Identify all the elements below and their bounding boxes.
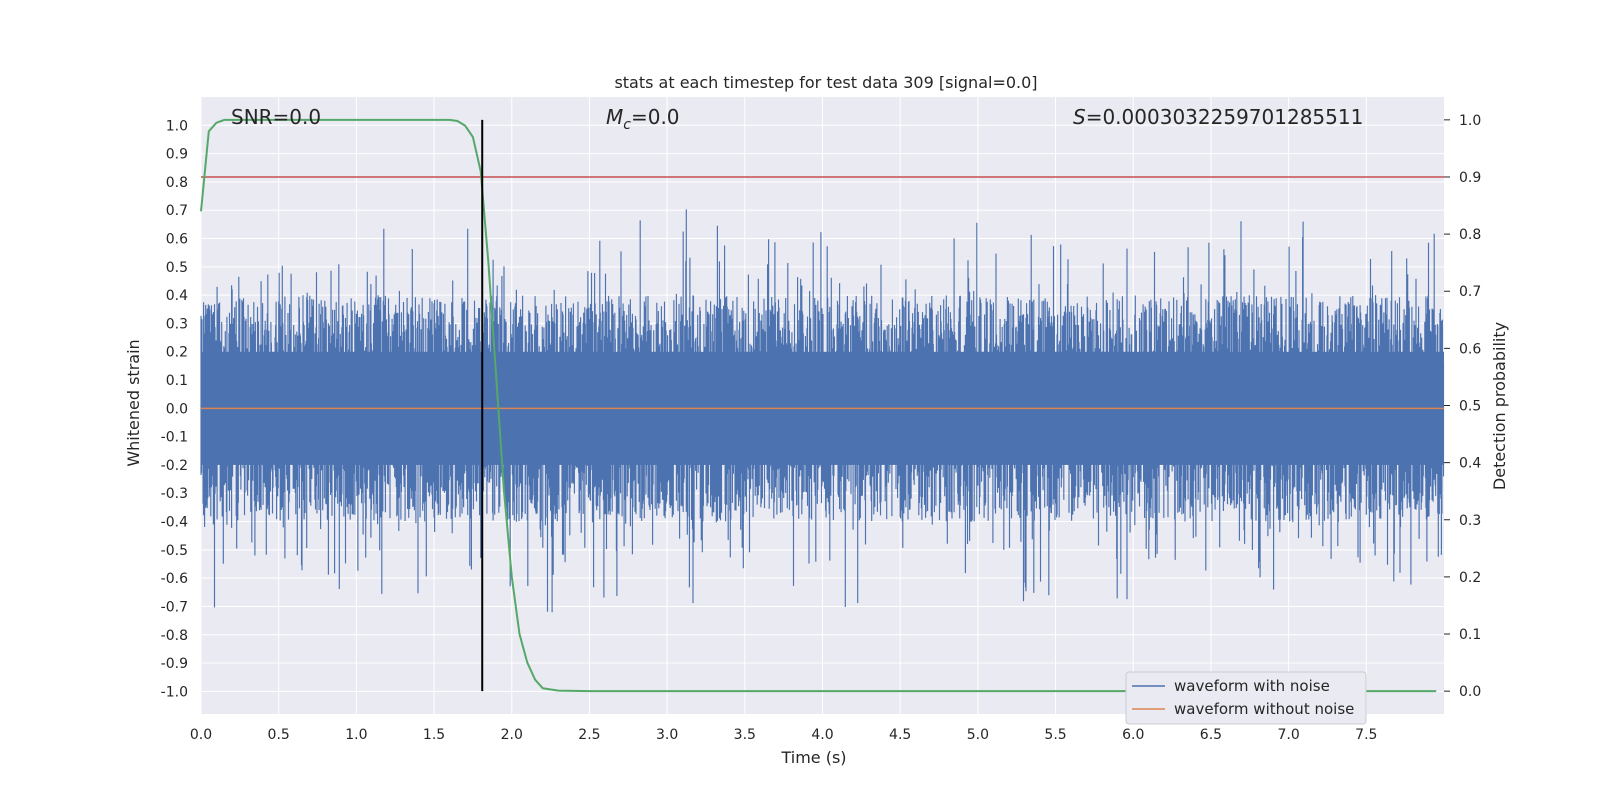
snr-annotation: SNR=0.0	[231, 105, 321, 129]
chart-title: stats at each timestep for test data 309…	[614, 73, 1037, 92]
legend: waveform with noise waveform without noi…	[1125, 671, 1367, 725]
x-axis-label: Time (s)	[780, 748, 846, 767]
x-tick-label: 7.0	[1277, 727, 1299, 743]
y-axis-ticks: 1.0 0.9 0.8 0.7 0.6 0.5 0.4 0.3 0.2 0.1 0.0 -0.1 -0.…	[161, 118, 188, 700]
x-tick-label: 4.5	[889, 727, 911, 743]
x-tick-label: 1.5	[423, 727, 445, 743]
y2-tick-label: 1.0	[1459, 113, 1481, 129]
y-tick-label: -0.2	[161, 458, 188, 474]
s-annotation: S=0.0003032259701285511	[1073, 105, 1363, 129]
y-axis-label: Whitened strain	[124, 339, 143, 466]
y-tick-label: -0.1	[161, 430, 188, 446]
y2-tick-label: 0.7	[1459, 284, 1481, 300]
y2-tick-label: 0.4	[1459, 456, 1481, 472]
y2-tick-label: 0.1	[1459, 627, 1481, 643]
y2-tick-label: 0.6	[1459, 341, 1481, 357]
y-tick-label: 0.6	[166, 232, 188, 248]
y-tick-label: -0.6	[161, 571, 188, 587]
x-tick-label: 6.0	[1122, 727, 1144, 743]
y-tick-label: 0.1	[166, 373, 188, 389]
legend-box	[1125, 671, 1367, 725]
y2-axis-ticks: 1.0 0.9 0.8 0.7 0.6 0.5 0.4 0.3 0.2 0.1 0.0	[1444, 113, 1481, 700]
y-tick-label: -1.0	[161, 684, 188, 700]
legend-label-noise: waveform with noise	[1174, 677, 1330, 695]
x-tick-label: 4.0	[811, 727, 833, 743]
x-tick-label: 5.0	[967, 727, 989, 743]
x-tick-label: 0.0	[190, 727, 212, 743]
y-tick-label: -0.5	[161, 543, 188, 559]
y-tick-label: -0.9	[161, 656, 188, 672]
x-tick-label: 5.5	[1044, 727, 1066, 743]
y-tick-label: 0.0	[166, 401, 188, 417]
detection-probability-line	[200, 118, 1437, 693]
y-tick-label: 0.5	[166, 260, 188, 276]
y2-tick-label: 0.2	[1459, 570, 1481, 586]
x-tick-label: 2.5	[578, 727, 600, 743]
y2-tick-label: 0.5	[1459, 399, 1481, 415]
s-symbol: S	[1073, 105, 1086, 129]
x-tick-label: 2.0	[501, 727, 523, 743]
x-tick-label: 3.5	[734, 727, 756, 743]
x-tick-label: 1.0	[345, 727, 367, 743]
y2-tick-label: 0.3	[1459, 513, 1481, 529]
y-tick-label: 0.4	[166, 288, 188, 304]
y2-tick-label: 0.9	[1459, 170, 1481, 186]
y-tick-label: -0.7	[161, 599, 188, 615]
mc-symbol: M	[606, 105, 623, 129]
x-axis-ticks: 0.0 0.5 1.0 1.5 2.0 2.5 3.0 3.5 4.0 4.5 5.0 5.5 6.0 6…	[190, 727, 1378, 743]
x-tick-label: 0.5	[268, 727, 290, 743]
x-tick-label: 7.5	[1355, 727, 1377, 743]
y-tick-label: -0.4	[161, 515, 188, 531]
y-tick-label: 0.7	[166, 203, 188, 219]
y-tick-label: -0.8	[161, 628, 188, 644]
y2-axis-label: Detection probability	[1490, 322, 1509, 490]
mc-value: =0.0	[631, 105, 680, 129]
x-tick-label: 3.0	[656, 727, 678, 743]
y2-tick-label: 0.8	[1459, 227, 1481, 243]
chirp-mass-annotation: Mc=0.0	[606, 105, 680, 133]
s-value: =0.0003032259701285511	[1086, 105, 1364, 129]
y-tick-label: 0.9	[166, 147, 188, 163]
y-tick-label: 1.0	[166, 118, 188, 134]
x-tick-label: 6.5	[1200, 727, 1222, 743]
y2-tick-label: 0.0	[1459, 684, 1481, 700]
y-tick-label: 0.3	[166, 316, 188, 332]
mc-subscript: c	[623, 117, 631, 133]
legend-label-clean: waveform without noise	[1174, 700, 1354, 718]
y-tick-label: 0.8	[166, 175, 188, 191]
y-tick-label: 0.2	[166, 345, 188, 361]
y-tick-label: -0.3	[161, 486, 188, 502]
